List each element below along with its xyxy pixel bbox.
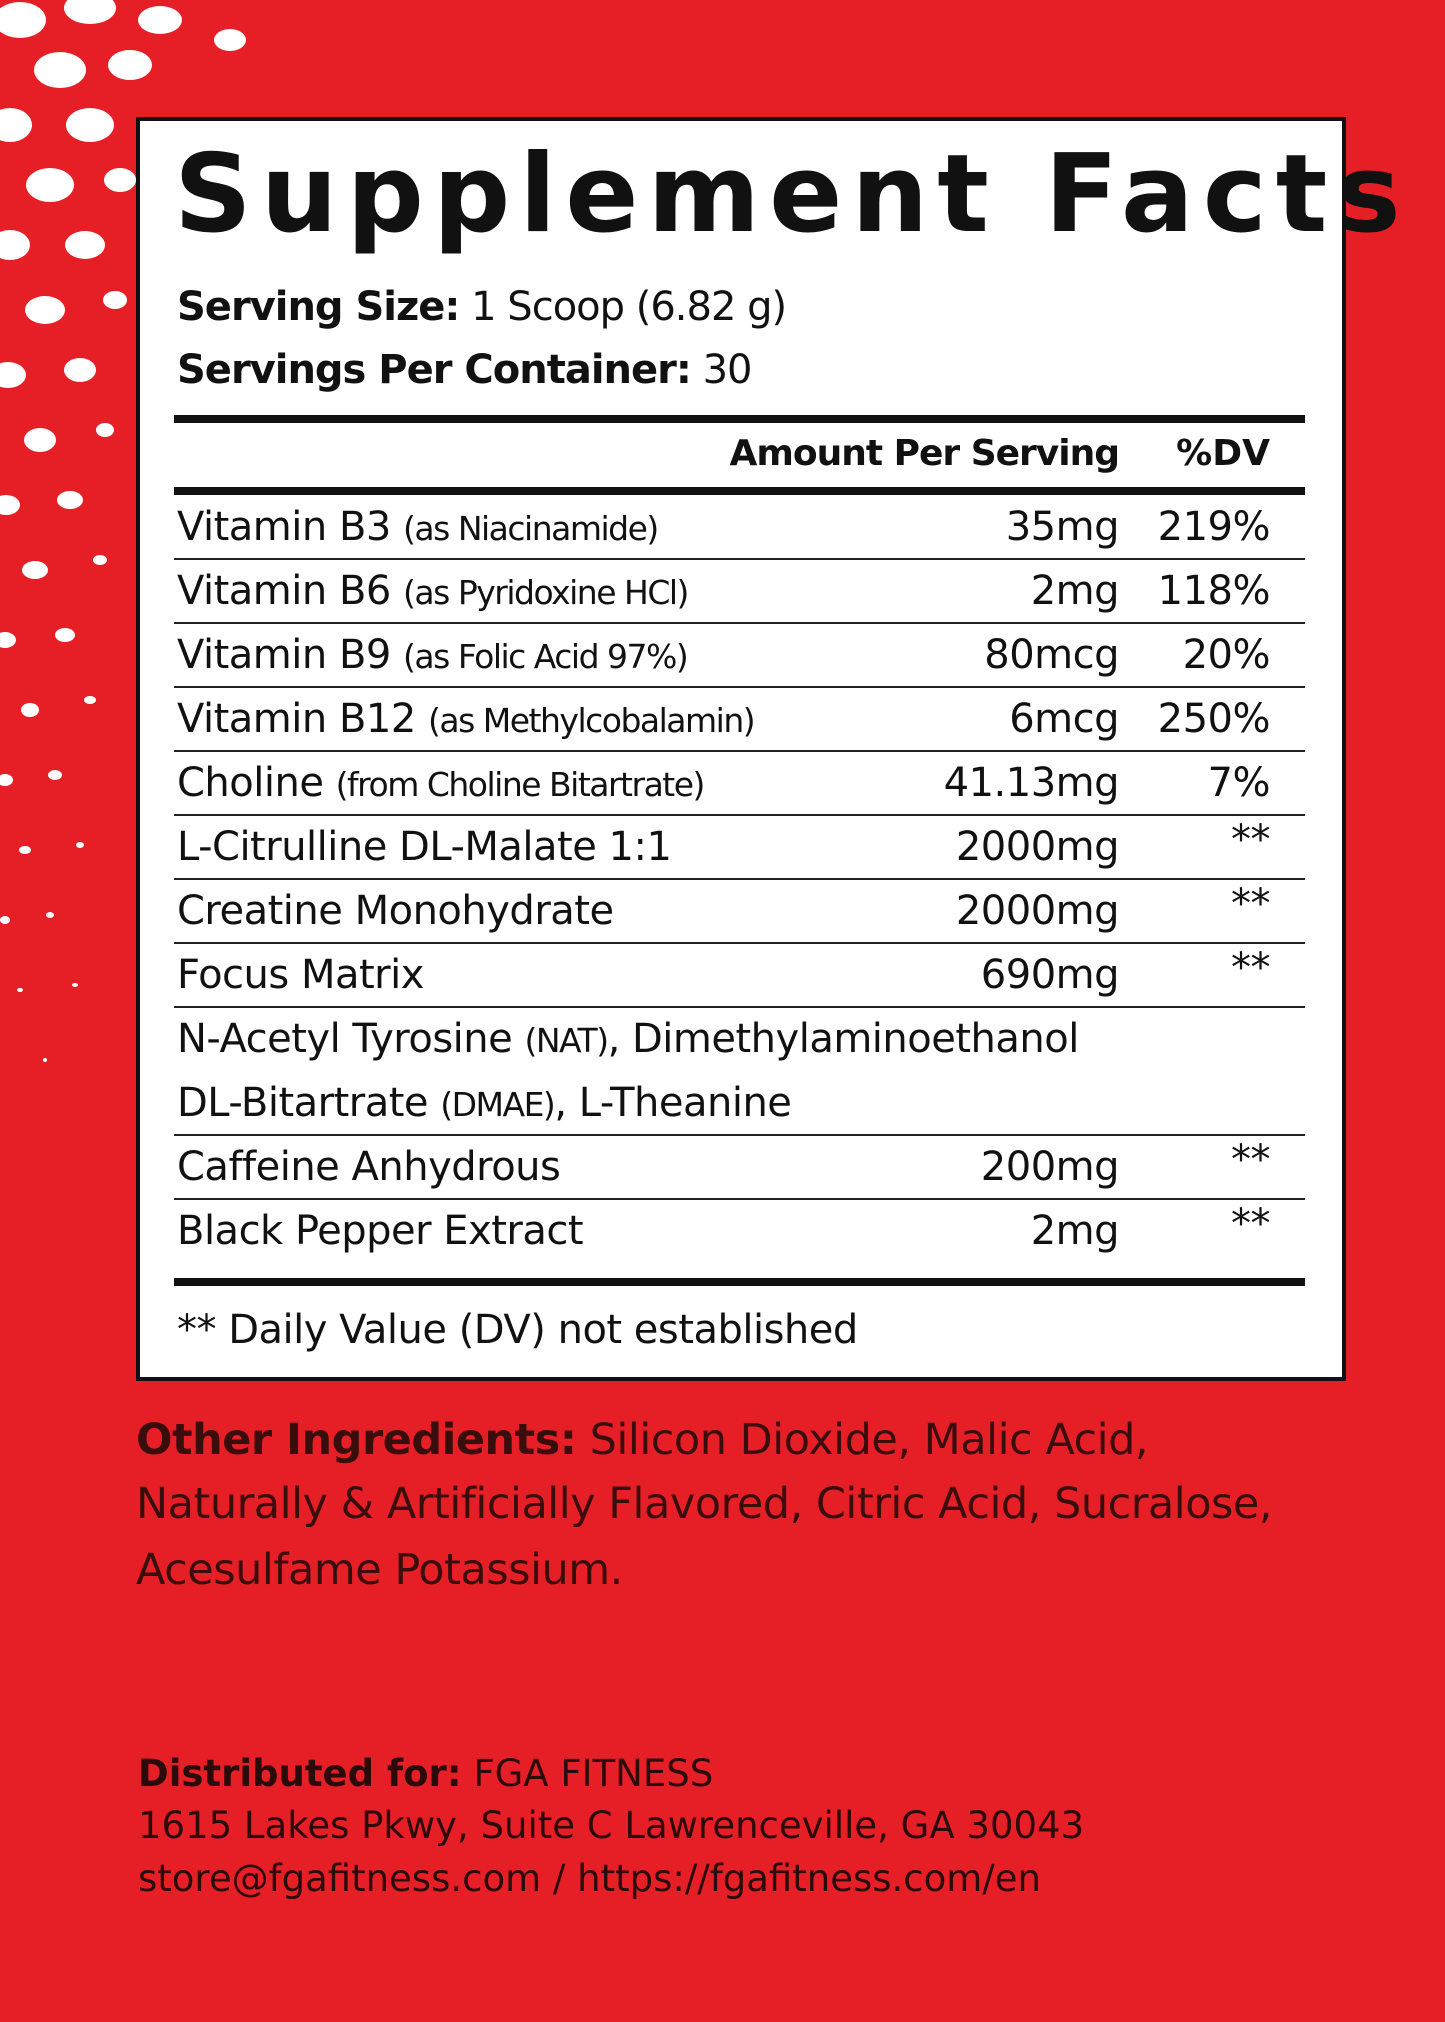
address: 1615 Lakes Pkwy, Suite C Lawrenceville, … bbox=[138, 1804, 1085, 1847]
daily-value: 7% bbox=[1207, 760, 1271, 806]
amount: 6mcg bbox=[1009, 696, 1119, 742]
ingredient-name: Caffeine Anhydrous bbox=[177, 1144, 561, 1190]
detail-note: (NAT) bbox=[524, 1021, 609, 1060]
ingredient: Creatine Monohydrate bbox=[177, 879, 614, 943]
ingredient: Vitamin B9 (as Folic Acid 97%) bbox=[177, 623, 689, 689]
servings-per-container: Servings Per Container: 30 bbox=[177, 345, 753, 395]
rule bbox=[174, 487, 1305, 495]
contact: store@fgafitness.com / https://fgafitnes… bbox=[138, 1857, 1041, 1900]
ingredient-name: L-Citrulline DL-Malate 1:1 bbox=[177, 824, 672, 870]
amount: 80mcg bbox=[984, 632, 1119, 678]
daily-value: ** bbox=[1231, 817, 1271, 863]
ingredient-name: Vitamin B9 bbox=[177, 632, 391, 678]
detail-text: , L-Theanine bbox=[554, 1080, 792, 1126]
dv-header: %DV bbox=[1176, 433, 1270, 474]
other-ingredients-line: Acesulfame Potassium. bbox=[136, 1545, 623, 1595]
serving-size: Serving Size: 1 Scoop (6.82 g) bbox=[177, 282, 787, 332]
rule bbox=[174, 415, 1305, 423]
ingredient: Focus Matrix bbox=[177, 943, 424, 1007]
amount: 200mg bbox=[980, 1144, 1120, 1190]
ingredient-note: (as Niacinamide) bbox=[403, 509, 659, 548]
ingredient-name: Vitamin B3 bbox=[177, 504, 391, 550]
ingredient-note: (as Folic Acid 97%) bbox=[403, 637, 689, 676]
separator bbox=[174, 1134, 1305, 1136]
separator bbox=[174, 878, 1305, 880]
footnote: ** Daily Value (DV) not established bbox=[177, 1307, 858, 1353]
separator bbox=[174, 750, 1305, 752]
separator bbox=[174, 1198, 1305, 1200]
daily-value: 118% bbox=[1157, 568, 1271, 614]
text: Silicon Dioxide, Malic Acid, bbox=[589, 1415, 1149, 1465]
dot-pattern bbox=[0, 0, 246, 1062]
separator bbox=[174, 622, 1305, 624]
detail-note: (DMAE) bbox=[440, 1085, 556, 1124]
detail-text: DL-Bitartrate bbox=[177, 1080, 429, 1126]
detail-line: DL-Bitartrate (DMAE), L-Theanine bbox=[177, 1071, 792, 1137]
value: 30 bbox=[702, 347, 753, 393]
ingredient-name: Black Pepper Extract bbox=[177, 1208, 584, 1254]
detail-text: , Dimethylaminoethanol bbox=[607, 1016, 1080, 1062]
ingredient-name: Vitamin B6 bbox=[177, 568, 391, 614]
ingredient: Vitamin B3 (as Niacinamide) bbox=[177, 495, 659, 561]
value: 1 Scoop (6.82 g) bbox=[471, 284, 787, 330]
facts-panel bbox=[136, 117, 1346, 1381]
ingredient-note: (as Methylcobalamin) bbox=[428, 701, 756, 740]
ingredient-name: Choline bbox=[177, 760, 324, 806]
daily-value: ** bbox=[1231, 1201, 1271, 1247]
amount: 2000mg bbox=[955, 824, 1120, 870]
ingredient: L-Citrulline DL-Malate 1:1 bbox=[177, 815, 672, 879]
amount: 41.13mg bbox=[943, 760, 1120, 806]
title: Supplement Facts bbox=[174, 132, 1410, 257]
daily-value: ** bbox=[1231, 881, 1271, 927]
amount: 35mg bbox=[1005, 504, 1120, 550]
detail-text: N-Acetyl Tyrosine bbox=[177, 1016, 513, 1062]
amount: 690mg bbox=[980, 952, 1120, 998]
other-ingredients: Other Ingredients: Silicon Dioxide, Mali… bbox=[136, 1408, 1149, 1472]
ingredient-name: Creatine Monohydrate bbox=[177, 888, 614, 934]
separator bbox=[174, 558, 1305, 560]
separator bbox=[174, 942, 1305, 944]
daily-value: 250% bbox=[1157, 696, 1271, 742]
ingredient-name: Vitamin B12 bbox=[177, 696, 416, 742]
amount: 2000mg bbox=[955, 888, 1120, 934]
daily-value: 20% bbox=[1182, 632, 1271, 678]
ingredient: Choline (from Choline Bitartrate) bbox=[177, 751, 706, 817]
daily-value: 219% bbox=[1157, 504, 1271, 550]
amount: 2mg bbox=[1030, 568, 1120, 614]
separator bbox=[174, 814, 1305, 816]
detail-line: N-Acetyl Tyrosine (NAT), Dimethylaminoet… bbox=[177, 1007, 1079, 1073]
ingredient: Caffeine Anhydrous bbox=[177, 1135, 561, 1199]
label: Servings Per Container: bbox=[177, 347, 692, 393]
separator bbox=[174, 1006, 1305, 1008]
rule bbox=[174, 1278, 1305, 1286]
ingredient-name: Focus Matrix bbox=[177, 952, 424, 998]
separator bbox=[174, 686, 1305, 688]
ingredient-note: (as Pyridoxine HCl) bbox=[403, 573, 689, 612]
distributor: Distributed for: FGA FITNESS bbox=[138, 1748, 713, 1800]
ingredient-note: (from Choline Bitartrate) bbox=[335, 765, 706, 804]
ingredient: Vitamin B12 (as Methylcobalamin) bbox=[177, 687, 756, 753]
daily-value: ** bbox=[1231, 945, 1271, 991]
ingredient: Vitamin B6 (as Pyridoxine HCl) bbox=[177, 559, 689, 625]
amount: 2mg bbox=[1030, 1208, 1120, 1254]
other-ingredients-line: Naturally & Artificially Flavored, Citri… bbox=[136, 1479, 1273, 1529]
label: Serving Size: bbox=[177, 284, 460, 330]
ingredient: Black Pepper Extract bbox=[177, 1199, 584, 1263]
label: Other Ingredients: bbox=[136, 1415, 577, 1465]
amount-header: Amount Per Serving bbox=[729, 433, 1120, 474]
daily-value: ** bbox=[1231, 1137, 1271, 1183]
label: Distributed for: bbox=[138, 1752, 462, 1795]
name: FGA FITNESS bbox=[473, 1752, 714, 1795]
